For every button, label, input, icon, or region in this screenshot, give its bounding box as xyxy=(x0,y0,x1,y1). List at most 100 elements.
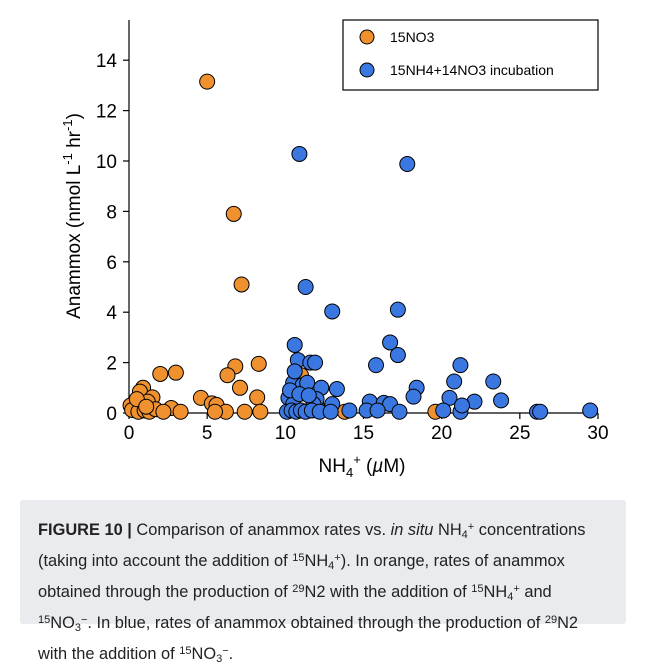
y-axis-label: Anammox (nmol L-1 hr-1) xyxy=(60,113,85,319)
point-15no3 xyxy=(249,389,266,406)
legend-swatch-15nh4-incubation xyxy=(359,62,375,78)
legend-label-15nh4-incubation: 15NH4+14NO3 incubation xyxy=(390,62,554,78)
caption-text: NH xyxy=(483,583,508,601)
x-tick-label: 15 xyxy=(353,423,374,444)
caption-text: obtained through the production of xyxy=(38,583,288,601)
caption-text: . In blue, rates of anammox obtained thr… xyxy=(87,614,541,632)
caption-text: Comparison of anammox rates vs. xyxy=(136,521,387,539)
caption-text: N2 xyxy=(557,614,579,632)
caption-text: (taking into account the addition of xyxy=(38,552,288,570)
caption-italic: in situ xyxy=(390,521,434,539)
y-tick-label: 10 xyxy=(96,152,117,173)
point-15nh4-incubation xyxy=(369,402,386,419)
caption-text: NO xyxy=(50,614,75,632)
point-15nh4-incubation xyxy=(297,279,314,295)
x-tick-label: 30 xyxy=(587,423,608,444)
caption-sup: − xyxy=(80,614,88,626)
point-15no3 xyxy=(219,367,236,384)
y-tick-label: 4 xyxy=(106,303,117,324)
point-15no3 xyxy=(172,403,189,420)
caption-sup: 29 xyxy=(292,583,305,595)
caption-sup: 15 xyxy=(38,614,51,626)
point-15nh4-incubation xyxy=(391,403,408,420)
y-tick-label: 0 xyxy=(106,404,117,425)
x-tick-label: 10 xyxy=(275,423,296,444)
legend-box xyxy=(342,19,599,91)
point-15nh4-incubation xyxy=(324,303,341,320)
legend: 15NO3 15NH4+14NO3 incubation xyxy=(342,19,599,91)
data-points xyxy=(122,73,599,420)
point-15nh4-incubation xyxy=(322,403,339,420)
point-15no3 xyxy=(206,403,223,420)
caption-sup: 15 xyxy=(471,583,484,595)
caption-box xyxy=(20,500,626,624)
point-15no3 xyxy=(236,403,253,420)
caption-text: concentrations xyxy=(478,521,586,539)
scatter-chart: 0 5 10 15 20 25 30 0 2 4 6 8 10 12 14 NH4+ (µM) Anamm… xyxy=(60,19,609,480)
caption-sub: 4 xyxy=(507,591,514,603)
point-15nh4-incubation xyxy=(382,334,399,351)
x-tick-label: 5 xyxy=(202,423,213,444)
point-15nh4-incubation xyxy=(405,388,422,405)
y-ticks: 0 2 4 6 8 10 12 14 xyxy=(96,51,129,425)
point-15nh4-incubation xyxy=(389,301,406,318)
caption-text: with the addition of xyxy=(38,645,175,663)
point-15nh4-incubation xyxy=(300,387,317,404)
x-axis-label: NH4+ (µM) xyxy=(319,452,406,480)
caption-text: and xyxy=(524,583,552,601)
caption-sup: 15 xyxy=(292,552,305,564)
caption-sub: 4 xyxy=(328,560,335,572)
point-15nh4-incubation xyxy=(453,397,470,414)
point-15nh4-incubation xyxy=(435,402,452,419)
point-15nh4-incubation xyxy=(446,373,463,390)
point-15nh4-incubation xyxy=(582,402,599,419)
point-15no3 xyxy=(152,365,169,382)
point-15nh4-incubation xyxy=(286,363,303,380)
caption-text: . xyxy=(228,645,234,663)
y-tick-label: 12 xyxy=(96,102,117,123)
point-15nh4-incubation xyxy=(286,336,303,353)
caption-sup: + xyxy=(334,552,341,564)
point-15nh4-incubation xyxy=(368,357,385,374)
caption-sup: 15 xyxy=(179,645,192,657)
caption-sub: 3 xyxy=(74,622,81,634)
y-tick-label: 6 xyxy=(106,253,117,274)
point-15no3 xyxy=(233,276,250,293)
caption-sup: + xyxy=(513,583,520,595)
x-tick-label: 20 xyxy=(431,423,452,444)
caption-text: NH xyxy=(437,521,462,539)
point-15nh4-incubation xyxy=(532,403,549,420)
point-15nh4-incubation xyxy=(452,357,469,374)
caption-label: FIGURE 10 | xyxy=(38,521,132,539)
caption-sub: 4 xyxy=(461,529,468,541)
legend-swatch-15no3 xyxy=(359,29,375,45)
point-15nh4-incubation xyxy=(485,373,502,390)
point-15nh4-incubation xyxy=(493,392,510,409)
y-tick-label: 2 xyxy=(106,354,117,375)
point-15no3 xyxy=(138,398,155,415)
caption-text: ). In orange, rates of anammox xyxy=(340,552,565,570)
y-tick-label: 8 xyxy=(106,202,117,223)
caption-sup: − xyxy=(222,645,229,657)
point-15nh4-incubation xyxy=(291,145,308,162)
caption-text: NO xyxy=(191,645,217,663)
point-15nh4-incubation xyxy=(389,347,406,364)
point-15no3 xyxy=(231,379,248,396)
point-15no3 xyxy=(225,205,242,222)
point-15nh4-incubation xyxy=(341,402,358,419)
caption-sup: + xyxy=(467,521,475,533)
point-15no3 xyxy=(199,73,216,90)
x-tick-label: 25 xyxy=(509,423,530,444)
legend-label-15no3: 15NO3 xyxy=(390,29,435,45)
point-15nh4-incubation xyxy=(399,156,416,173)
caption-text: N2 with the addition of xyxy=(304,583,467,601)
point-15no3 xyxy=(167,364,184,381)
point-15no3 xyxy=(155,403,172,420)
x-tick-label: 0 xyxy=(124,423,135,444)
point-15no3 xyxy=(252,403,269,420)
caption-text: NH xyxy=(304,552,329,570)
point-15nh4-incubation xyxy=(328,381,345,398)
caption-sup: 29 xyxy=(544,614,558,626)
point-15no3 xyxy=(250,355,267,372)
point-15nh4-incubation xyxy=(441,389,458,406)
